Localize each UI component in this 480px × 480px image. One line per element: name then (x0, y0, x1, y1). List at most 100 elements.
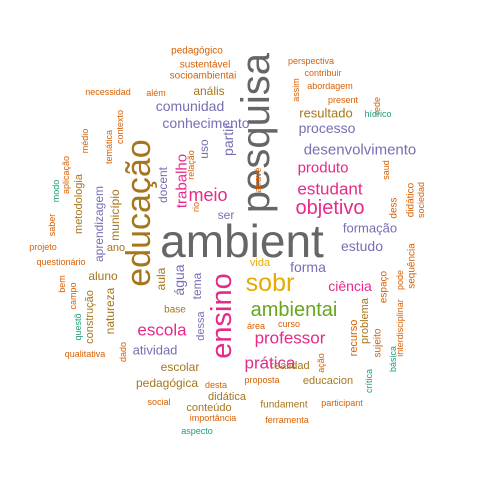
word-medio: médio (80, 129, 90, 154)
word-educacao: educação (120, 139, 158, 286)
word-problema: problema (359, 297, 371, 344)
word-proposta: proposta (244, 375, 279, 385)
word-basica: básica (388, 346, 398, 372)
word-ensino: ensino (206, 273, 238, 358)
word-projeto: projeto (29, 242, 57, 252)
word-assim: assim (291, 78, 301, 102)
word-atrave: atravé (253, 167, 263, 192)
word-saud: saud (381, 160, 391, 180)
word-social: social (147, 397, 170, 407)
word-desta: desta (205, 380, 227, 390)
word-sociedad: sociedad (416, 182, 426, 218)
word-contribuir: contribuir (304, 68, 341, 78)
word-ciencia: ciência (328, 278, 372, 294)
word-estudant: estudant (297, 180, 362, 199)
word-didatica: didática (208, 391, 247, 403)
word-abordagem: abordagem (307, 81, 353, 91)
word-conteudo: conteúdo (186, 402, 231, 414)
word-questo: questõ (73, 313, 83, 340)
word-trabalho: trabalho (174, 154, 191, 208)
word-analis: anális (193, 84, 224, 98)
word-qualitativa: qualitativa (65, 349, 106, 359)
word-ferramenta: ferramenta (265, 415, 309, 425)
word-ano: ano (107, 242, 125, 254)
word-escola: escola (137, 321, 187, 340)
word-ambient: ambient (160, 215, 324, 267)
word-natureza: natureza (103, 287, 117, 334)
word-base: base (164, 305, 186, 316)
word-aluno: aluno (88, 269, 118, 283)
word-processo: processo (299, 120, 356, 136)
word-relacao: relação (186, 150, 196, 180)
word-participant: participant (321, 398, 363, 408)
word-aplicacao: aplicação (61, 156, 71, 194)
word-uso: uso (197, 139, 211, 159)
word-pode: pode (395, 270, 405, 290)
word-espaco: espaço (379, 270, 390, 303)
word-desenvolvimento: desenvolvimento (304, 142, 417, 159)
word-vida: vida (250, 257, 271, 269)
word-modo: modo (51, 180, 61, 203)
word-pedagogico: pedagógico (171, 46, 223, 57)
word-bem: bem (57, 275, 67, 293)
word-pratica: prática (244, 354, 296, 373)
word-professor: professor (255, 329, 326, 348)
word-partir: partir (220, 124, 236, 156)
word-dado: dado (118, 342, 128, 362)
word-metodologia: metodologia (73, 173, 85, 234)
word-sequencia: sequência (407, 243, 418, 289)
word-construcao: construção (84, 290, 96, 344)
word-produto: produto (298, 160, 349, 177)
word-escolar: escolar (161, 360, 200, 374)
word-docent: docent (156, 166, 170, 203)
word-recurso: recurso (348, 320, 360, 357)
word-interdisciplinar: interdisciplinar (395, 299, 405, 357)
word-estudo: estudo (341, 238, 383, 254)
word-sustentavel: sustentável (180, 60, 231, 71)
word-pesquisa: pesquisa (234, 52, 278, 213)
word-critica: crítica (364, 369, 374, 393)
word-hidrico: hídrico (364, 109, 391, 119)
word-comunidad: comunidad (156, 98, 225, 114)
word-educacion: educacion (303, 375, 353, 387)
word-sobr: sobr (246, 269, 295, 297)
word-curso: curso (278, 319, 300, 329)
word-acao: ação (316, 353, 326, 373)
word-pedagogica: pedagógica (136, 376, 198, 390)
word-importancia: importância (190, 413, 237, 423)
word-ambientai: ambientai (251, 299, 338, 321)
word-rio: rio (191, 202, 201, 212)
word-didatico: didático (406, 182, 417, 217)
word-dessa: dessa (195, 310, 207, 340)
word-tema: tema (190, 272, 204, 299)
word-forma: forma (290, 259, 326, 275)
word-rede: rede (372, 97, 382, 115)
word-alem: além (146, 88, 166, 98)
word-objetivo: objetivo (296, 197, 365, 219)
word-necessidad: necessidad (85, 87, 131, 97)
word-present: present (328, 95, 359, 105)
word-meio: meio (188, 185, 227, 205)
word-socioambientai: socioambientai (170, 71, 237, 82)
word-aspecto: aspecto (181, 426, 213, 436)
word-area: área (247, 321, 265, 331)
word-contexto: contexto (115, 110, 125, 144)
word-conhecimento: conhecimento (162, 115, 249, 131)
word-dess: dess (389, 197, 400, 218)
word-questionario: questionário (36, 257, 85, 267)
word-agua: água (171, 264, 187, 295)
word-saber: saber (47, 214, 57, 237)
word-realidad: realidad (270, 360, 309, 372)
word-perspectiva: perspectiva (288, 56, 334, 66)
word-resultado: resultado (299, 106, 352, 121)
word-aprendizagem: aprendizagem (92, 186, 106, 262)
word-atividad: atividad (133, 343, 178, 358)
word-aula: aula (154, 267, 168, 290)
word-municipio: município (108, 189, 122, 241)
word-campo: campo (68, 282, 78, 309)
word-sujeito: sujeito (373, 328, 384, 357)
word-fundament: fundament (260, 400, 307, 411)
word-formacao: formação (343, 221, 397, 236)
